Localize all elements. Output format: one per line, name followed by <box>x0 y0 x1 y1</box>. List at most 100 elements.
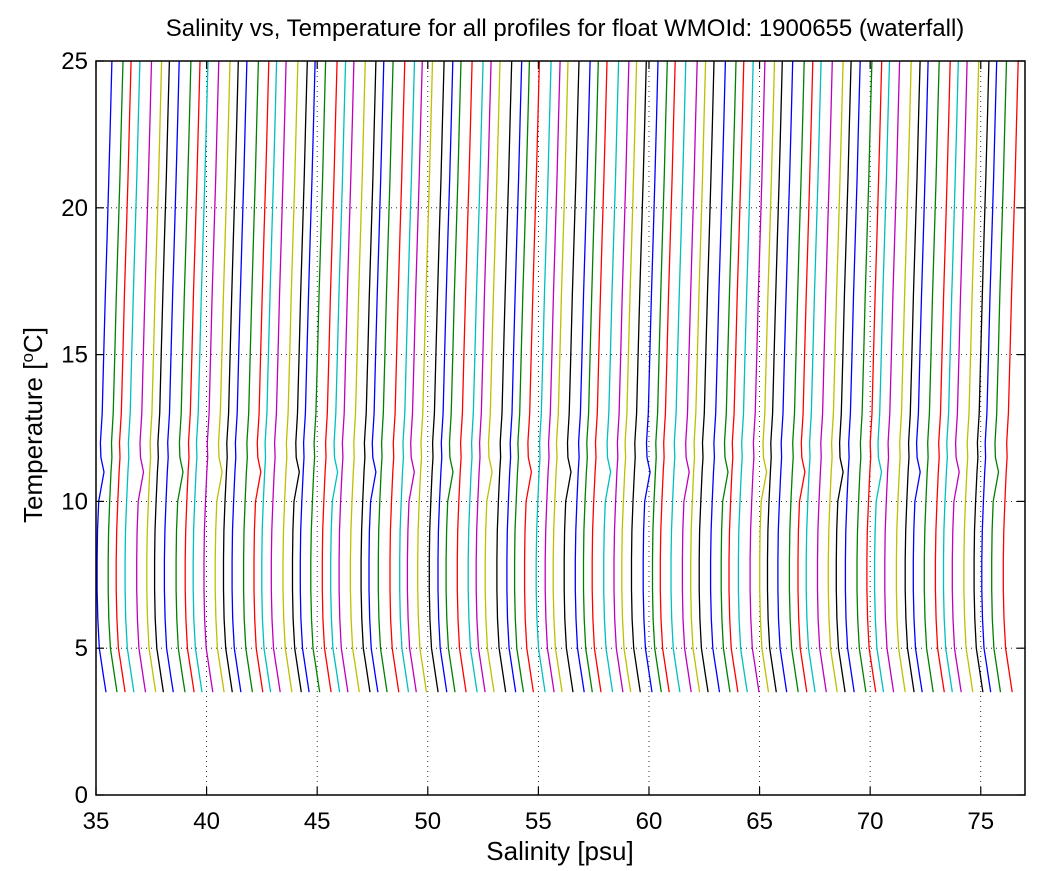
plot-frame <box>95 60 1026 796</box>
profile-line <box>759 60 776 693</box>
profile-line <box>338 60 355 693</box>
profile-line <box>330 60 347 693</box>
profile-line <box>282 60 299 693</box>
profile-line <box>428 60 445 693</box>
profile-line <box>153 60 171 693</box>
profile-line <box>484 60 501 693</box>
profile-line <box>749 60 766 693</box>
profile-line <box>136 60 153 693</box>
x-tick-label: 70 <box>857 808 884 835</box>
profile-line <box>377 60 394 693</box>
profile-line <box>728 60 745 693</box>
profile-line <box>797 60 814 693</box>
profile-line <box>399 60 416 693</box>
profile-line <box>670 60 687 693</box>
profile-line <box>552 60 569 693</box>
profile-line <box>467 60 484 693</box>
profile-line <box>261 60 278 693</box>
profile-line <box>827 60 844 693</box>
profile-line <box>613 60 630 693</box>
profile-line <box>475 60 492 693</box>
profile-line <box>591 60 608 693</box>
profile-line <box>124 60 141 693</box>
profile-line <box>630 60 647 693</box>
profile-line <box>766 60 783 693</box>
profile-line <box>406 60 423 693</box>
profile-line <box>96 60 113 693</box>
profile-line <box>299 60 316 693</box>
profile-line <box>242 60 260 693</box>
y-axis-label: Temperature [oC] <box>18 327 48 523</box>
profile-line <box>175 60 192 693</box>
profile-line <box>574 60 591 693</box>
profile-line <box>231 60 248 693</box>
profile-line <box>737 60 754 693</box>
x-tick-label: 75 <box>967 808 994 835</box>
profile-line <box>621 60 638 693</box>
profile-line <box>107 60 124 693</box>
profile-line <box>184 60 201 693</box>
profile-line <box>360 60 377 693</box>
profile-line <box>603 60 620 693</box>
x-tick-label: 50 <box>414 808 441 835</box>
y-tick-label: 25 <box>61 48 88 75</box>
profile-line <box>788 60 805 693</box>
profile-line <box>349 60 366 693</box>
profile-line <box>437 60 454 693</box>
x-tick-label: 60 <box>636 808 663 835</box>
profile-line <box>1002 60 1019 693</box>
profile-line <box>659 60 676 693</box>
profile-line <box>805 60 822 693</box>
profile-lines <box>96 60 1019 693</box>
profile-line <box>192 60 209 693</box>
y-tick-label: 0 <box>75 782 88 809</box>
profile-line <box>934 60 951 693</box>
y-axis-label-superscript: o <box>18 353 37 362</box>
profile-line <box>991 60 1008 693</box>
profile-line <box>951 60 968 693</box>
y-axis-label-prefix: Temperature [ <box>18 362 48 523</box>
axis-ticks <box>95 60 1025 796</box>
profile-line <box>720 60 737 693</box>
profile-line <box>923 60 940 693</box>
x-tick-label: 40 <box>193 808 220 835</box>
profile-line <box>417 60 434 693</box>
y-axis-label-suffix: C] <box>18 327 48 353</box>
x-axis-label: Salinity [psu] <box>486 836 633 866</box>
profile-line <box>582 60 599 693</box>
profile-line <box>698 60 715 693</box>
profile-line <box>270 60 287 693</box>
profile-line <box>895 60 912 693</box>
profile-line <box>690 60 707 693</box>
profile-line <box>866 60 883 693</box>
profile-line <box>856 60 873 693</box>
profile-line <box>310 60 327 693</box>
profile-line <box>368 60 385 693</box>
profile-line <box>816 60 833 693</box>
profile-line <box>777 60 794 693</box>
profile-line <box>981 60 998 693</box>
profile-line <box>389 60 406 693</box>
profile-line <box>445 60 462 693</box>
profile-line <box>963 60 980 693</box>
y-tick-label: 15 <box>61 342 88 369</box>
chart-title: Salinity vs, Temperature for all profile… <box>166 15 965 42</box>
profile-line <box>203 60 220 693</box>
profile-line <box>912 60 929 693</box>
profile-line <box>873 60 891 693</box>
x-tick-label: 45 <box>304 808 331 835</box>
profile-line <box>513 60 531 693</box>
x-tick-label: 65 <box>746 808 773 835</box>
profile-line <box>321 60 338 693</box>
profile-line <box>222 60 239 693</box>
profile-line <box>884 60 901 693</box>
profile-line <box>496 60 513 693</box>
profile-line <box>253 60 270 693</box>
profile-line <box>844 60 861 693</box>
profile-line <box>544 60 561 693</box>
x-tick-label: 55 <box>525 808 552 835</box>
profile-line <box>942 60 959 693</box>
profile-line <box>973 60 990 693</box>
profile-line <box>535 60 552 693</box>
